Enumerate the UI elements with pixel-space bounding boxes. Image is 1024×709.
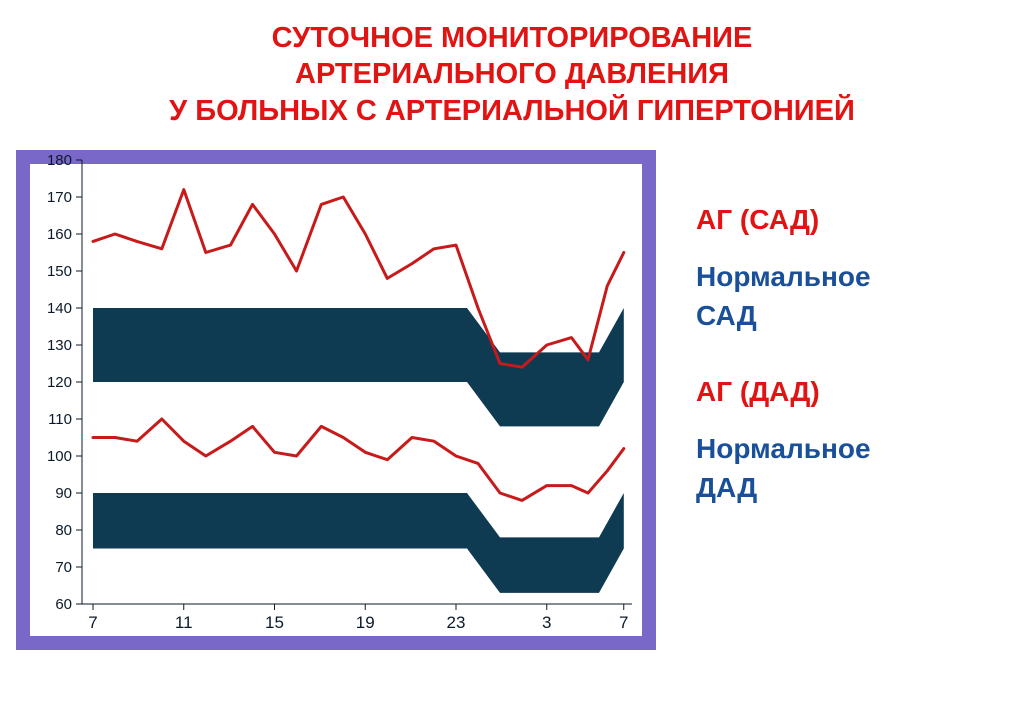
svg-text:170: 170	[47, 189, 72, 206]
svg-text:7: 7	[88, 613, 97, 632]
bp-chart: 180 170 160 150 140 130 120 110 100 90 80 70 60 7 11 15…	[16, 150, 656, 650]
content-row: 180 170 160 150 140 130 120 110 100 90 80 70 60 7 11 15…	[16, 150, 1008, 709]
slide: СУТОЧНОЕ МОНИТОРИРОВАНИЕ АРТЕРИАЛЬНОГО Д…	[0, 0, 1024, 709]
svg-text:23: 23	[447, 613, 466, 632]
legend: АГ (САД) Нормальное САД АГ (ДАД) Нормальное…	[656, 150, 871, 525]
svg-text:150: 150	[47, 263, 72, 280]
legend-item-0: АГ (САД)	[696, 200, 871, 239]
svg-text:120: 120	[47, 374, 72, 391]
legend-item-2: АГ (ДАД)	[696, 372, 871, 411]
svg-text:3: 3	[542, 613, 551, 632]
svg-text:140: 140	[47, 300, 72, 317]
slide-title: СУТОЧНОЕ МОНИТОРИРОВАНИЕ АРТЕРИАЛЬНОГО Д…	[0, 0, 1024, 129]
legend-item-1: Нормальное САД	[696, 257, 871, 335]
svg-text:110: 110	[48, 411, 72, 428]
svg-text:19: 19	[356, 613, 375, 632]
svg-text:11: 11	[175, 613, 193, 632]
svg-text:90: 90	[55, 485, 72, 502]
svg-text:60: 60	[55, 596, 72, 613]
chart-container: 180 170 160 150 140 130 120 110 100 90 80 70 60 7 11 15…	[16, 150, 656, 650]
svg-text:160: 160	[47, 226, 72, 243]
svg-text:100: 100	[47, 448, 72, 465]
svg-text:180: 180	[47, 152, 72, 169]
svg-text:7: 7	[619, 613, 628, 632]
legend-item-3: Нормальное ДАД	[696, 429, 871, 507]
svg-text:70: 70	[55, 559, 72, 576]
svg-text:130: 130	[47, 337, 72, 354]
svg-text:15: 15	[265, 613, 284, 632]
svg-text:80: 80	[55, 522, 72, 539]
